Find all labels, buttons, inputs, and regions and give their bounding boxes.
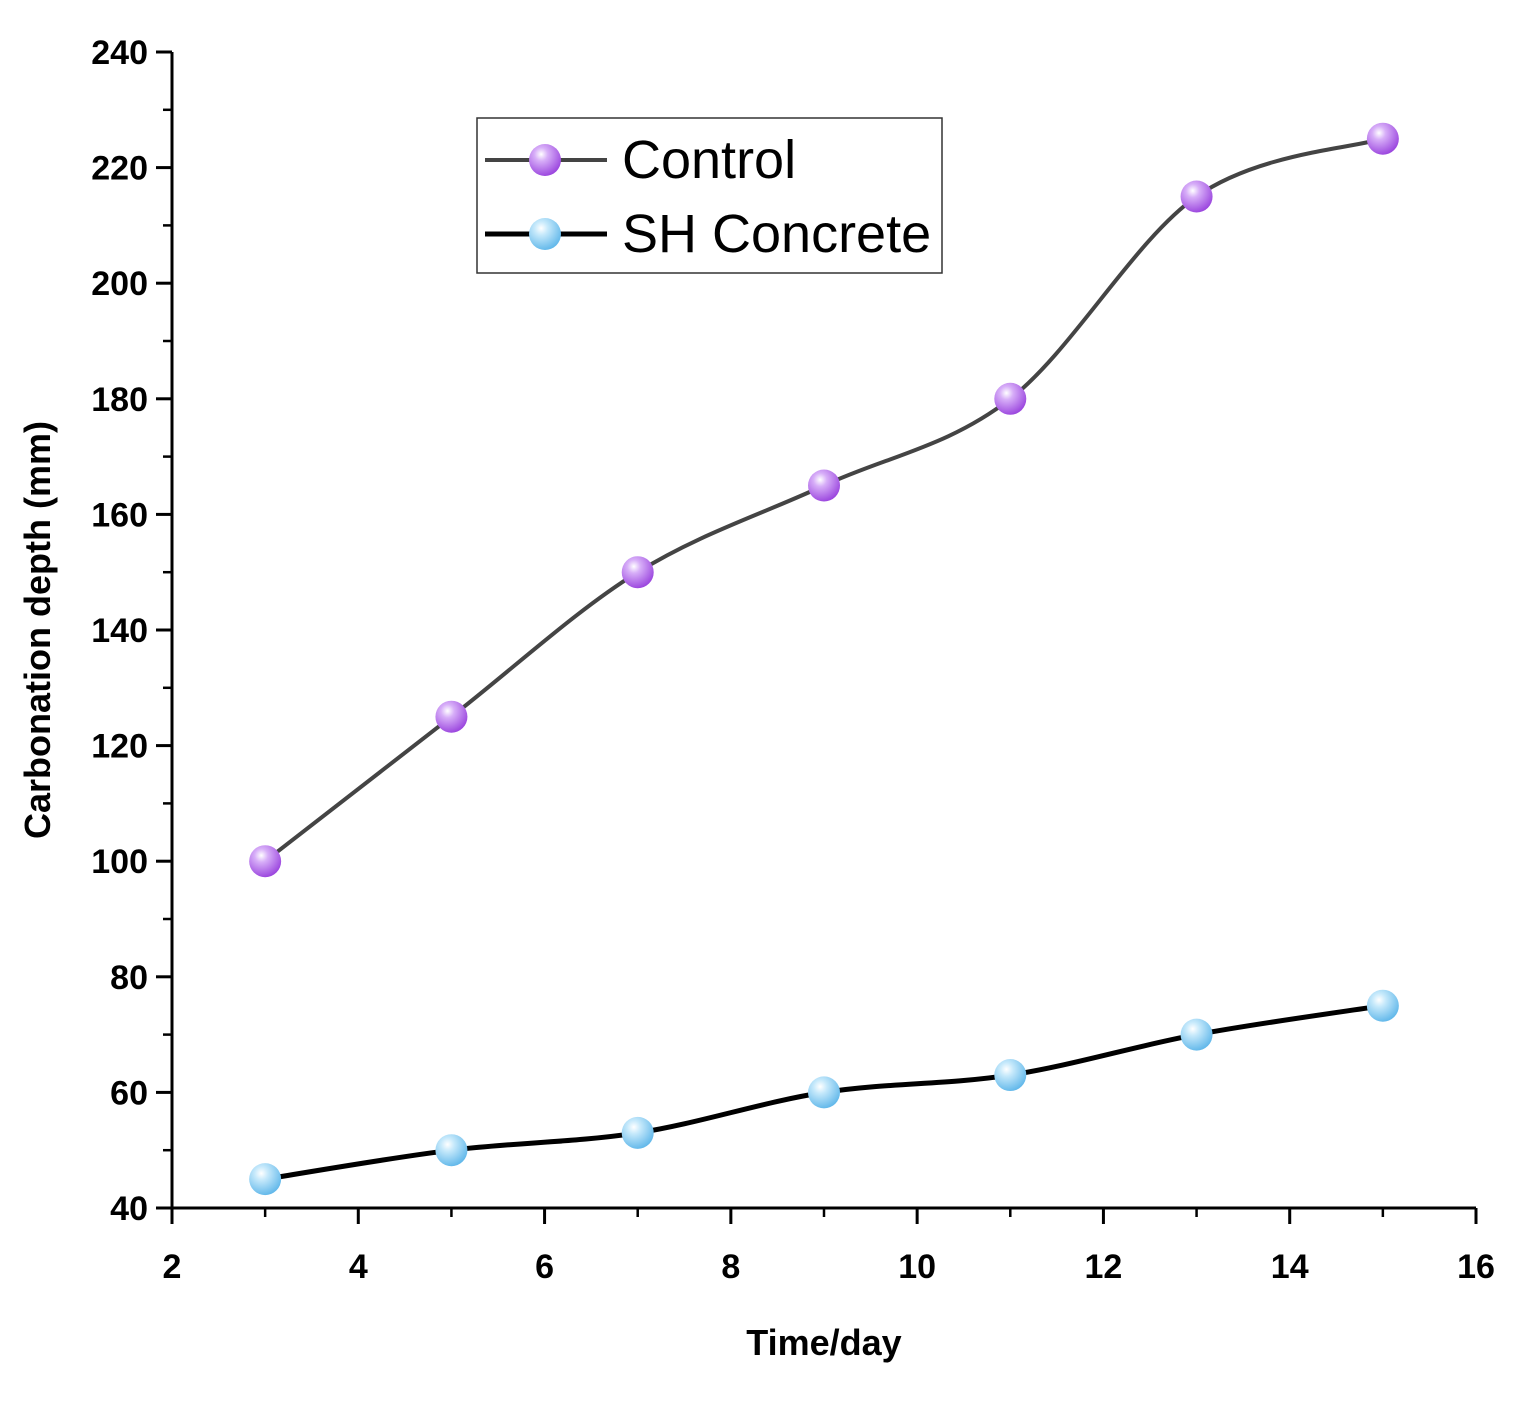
x-tick-label: 6 <box>535 1248 554 1286</box>
data-point-control <box>621 556 654 589</box>
x-tick-label: 10 <box>898 1248 936 1286</box>
y-tick-label: 40 <box>110 1190 148 1228</box>
x-tick-label: 4 <box>349 1248 368 1286</box>
legend-marker-sh-concrete <box>529 218 561 250</box>
data-point-sh-concrete <box>435 1134 468 1167</box>
series-layer <box>249 122 1399 1196</box>
data-point-sh-concrete <box>1180 1018 1213 1051</box>
y-tick-label: 60 <box>110 1074 148 1112</box>
y-tick-label: 120 <box>91 728 148 766</box>
legend-box <box>476 117 943 274</box>
y-axis-title: Carbonation depth (mm) <box>17 421 58 839</box>
y-tick-label: 140 <box>91 612 148 650</box>
x-tick-label: 16 <box>1457 1248 1495 1286</box>
data-point-sh-concrete <box>249 1163 282 1196</box>
axes: 40 60 80 100 120 140 160 180 200 220 240 2 4 6 8 10 12 14… <box>91 34 1495 1286</box>
legend-label-sh-concrete: SH Concrete <box>622 204 931 264</box>
x-axis-title: Time/day <box>746 1322 901 1363</box>
legend-marker-control <box>529 144 561 176</box>
y-tick-label: 80 <box>110 959 148 997</box>
data-point-sh-concrete <box>994 1059 1027 1092</box>
data-point-control <box>1366 122 1399 155</box>
legend-label-control: Control <box>622 130 796 190</box>
y-tick-label: 220 <box>91 150 148 188</box>
data-point-sh-concrete <box>1366 989 1399 1022</box>
data-point-sh-concrete <box>808 1076 840 1109</box>
x-tick-label: 12 <box>1085 1248 1123 1286</box>
data-point-control <box>1180 180 1213 213</box>
data-point-control <box>994 382 1027 415</box>
data-point-control <box>249 845 282 878</box>
data-point-control <box>808 469 840 502</box>
legend: Control SH Concrete <box>476 117 943 274</box>
y-tick-label: 160 <box>91 496 148 534</box>
x-tick-label: 2 <box>163 1248 182 1286</box>
y-tick-label: 240 <box>91 34 148 72</box>
data-point-control <box>435 700 468 733</box>
y-tick-label: 100 <box>91 843 148 881</box>
x-tick-label: 14 <box>1271 1248 1309 1286</box>
y-tick-label: 180 <box>91 381 148 419</box>
x-tick-label: 8 <box>721 1248 740 1286</box>
data-point-sh-concrete <box>621 1116 654 1149</box>
y-tick-label: 200 <box>91 265 148 303</box>
